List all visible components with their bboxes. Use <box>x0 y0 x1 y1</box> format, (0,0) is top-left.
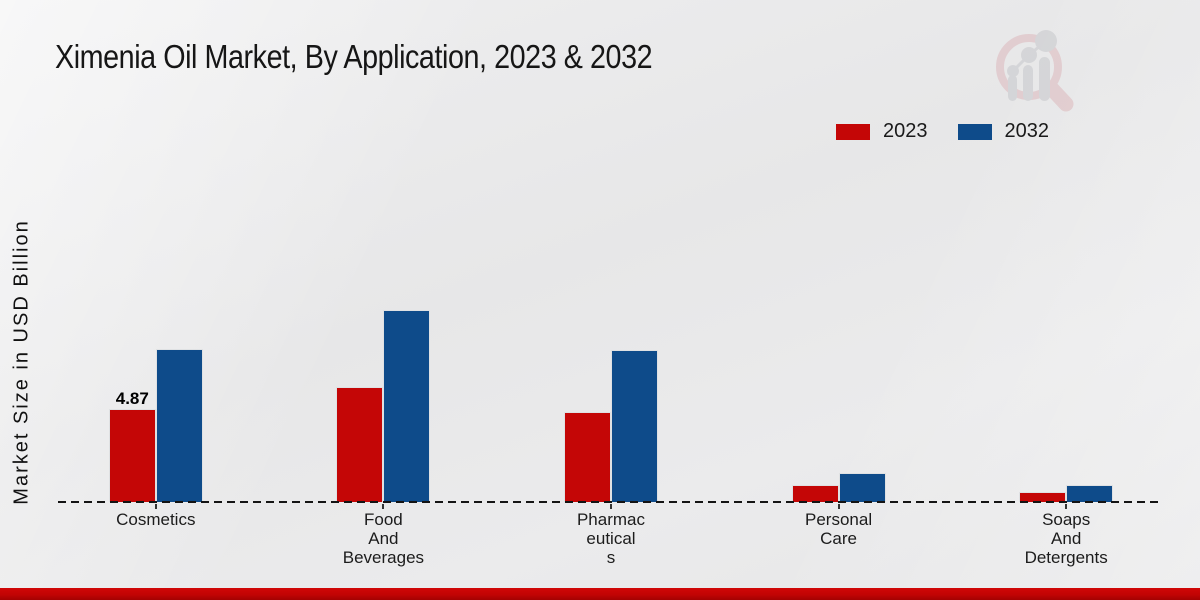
legend-item-2032: 2032 <box>957 120 1050 143</box>
bar-2023-3 <box>791 485 839 502</box>
bar-2032-1 <box>383 310 431 502</box>
legend-swatch-2023 <box>836 123 870 140</box>
bar-2023-0: 4.87 <box>108 389 156 502</box>
category-label-0: Cosmetics <box>116 510 196 529</box>
bar-chart-plot-area: 4.87 <box>42 300 1180 509</box>
category-label-4: Soaps And Detergents <box>1024 510 1108 567</box>
x-axis-tick <box>382 504 385 509</box>
bar-2032-0 <box>155 349 203 502</box>
y-axis-label: Market Size in USD Billion <box>10 219 33 505</box>
category-label-3: Personal Care <box>805 510 873 548</box>
bar-value-label: 4.87 <box>115 389 149 408</box>
bar-group-3 <box>725 300 953 509</box>
bar-group-1 <box>270 300 498 509</box>
bar-group-2 <box>497 300 725 509</box>
bar-group-0: 4.87 <box>42 300 270 509</box>
zero-baseline-dashed <box>58 501 1158 503</box>
bar-2032-2 <box>610 350 658 502</box>
category-label-2: Pharmac eutical s <box>576 510 645 567</box>
legend: 2023 2032 <box>836 120 1049 143</box>
bar-group-4 <box>952 300 1180 509</box>
x-axis-tick <box>154 504 157 509</box>
category-label-1: Food And Beverages <box>342 510 425 567</box>
legend-label-2023: 2023 <box>883 120 928 142</box>
x-axis-category-labels: Cosmetics Food And Beverages Pharmac eutical s… <box>42 510 1180 567</box>
legend-label-2032: 2032 <box>1004 120 1050 142</box>
magnifier-bar-chart-logo-icon <box>996 30 1074 112</box>
bar-2032-3 <box>838 473 886 502</box>
bar-2032-4 <box>1066 485 1114 502</box>
bar-2023-1 <box>336 387 384 502</box>
legend-item-2023: 2023 <box>836 120 928 143</box>
bar-2023-2 <box>563 412 611 502</box>
bar-2023-4 <box>1019 492 1067 502</box>
x-axis-tick <box>1065 504 1068 509</box>
x-axis-tick <box>609 504 612 509</box>
footer-accent-bar <box>0 588 1200 600</box>
chart-title: Ximenia Oil Market, By Application, 2023… <box>55 38 653 75</box>
legend-swatch-2032 <box>957 123 992 140</box>
x-axis-tick <box>837 504 840 509</box>
